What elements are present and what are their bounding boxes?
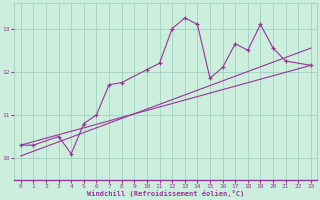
X-axis label: Windchill (Refroidissement éolien,°C): Windchill (Refroidissement éolien,°C)	[87, 190, 244, 197]
